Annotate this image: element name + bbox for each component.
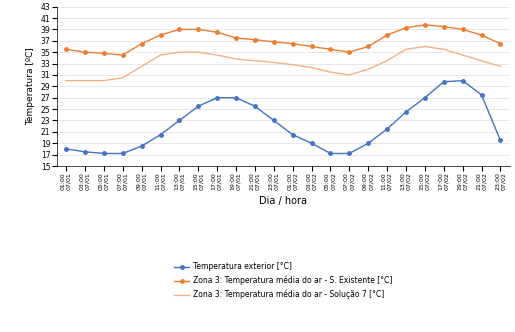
Zona 3: Temperatura média do ar - S. Existente [°C]: (15, 35): Temperatura média do ar - S. Existente [… xyxy=(346,50,352,54)
Zona 3: Temperatura média do ar - Solução 7 [°C]: (10, 33.5): Temperatura média do ar - Solução 7 [°C]… xyxy=(252,59,258,63)
Line: Zona 3: Temperatura média do ar - S. Existente [°C]: Zona 3: Temperatura média do ar - S. Exi… xyxy=(64,23,502,57)
Zona 3: Temperatura média do ar - Solução 7 [°C]: (18, 35.5): Temperatura média do ar - Solução 7 [°C]… xyxy=(403,47,409,51)
Zona 3: Temperatura média do ar - Solução 7 [°C]: (21, 34.5): Temperatura média do ar - Solução 7 [°C]… xyxy=(459,53,466,57)
Temperatura exterior [°C] xyxy=(195,104,201,108)
Zona 3: Temperatura média do ar - S. Existente [°C]: (1, 35): Temperatura média do ar - S. Existente [… xyxy=(82,50,88,54)
Temperatura exterior [°C] xyxy=(478,93,485,97)
Temperatura exterior [°C] xyxy=(119,151,126,155)
Temperatura exterior [°C] xyxy=(252,104,258,108)
Zona 3: Temperatura média do ar - S. Existente [°C]: (9, 37.5): Temperatura média do ar - S. Existente [… xyxy=(233,36,239,40)
Zona 3: Temperatura média do ar - Solução 7 [°C]: (13, 32.3): Temperatura média do ar - Solução 7 [°C]… xyxy=(308,65,315,69)
Zona 3: Temperatura média do ar - S. Existente [°C]: (4, 36.5): Temperatura média do ar - S. Existente [… xyxy=(139,42,145,45)
Zona 3: Temperatura média do ar - Solução 7 [°C]: (3, 30.5): Temperatura média do ar - Solução 7 [°C]… xyxy=(119,76,126,80)
Zona 3: Temperatura média do ar - S. Existente [°C]: (6, 39): Temperatura média do ar - S. Existente [… xyxy=(176,28,182,32)
Zona 3: Temperatura média do ar - Solução 7 [°C]: (6, 35): Temperatura média do ar - Solução 7 [°C]… xyxy=(176,50,182,54)
Temperatura exterior [°C] xyxy=(271,119,277,123)
Zona 3: Temperatura média do ar - Solução 7 [°C]: (11, 33.2): Temperatura média do ar - Solução 7 [°C]… xyxy=(271,60,277,64)
Zona 3: Temperatura média do ar - Solução 7 [°C]: (16, 32): Temperatura média do ar - Solução 7 [°C]… xyxy=(365,67,371,71)
Zona 3: Temperatura média do ar - S. Existente [°C]: (19, 39.8): Temperatura média do ar - S. Existente [… xyxy=(422,23,428,27)
Temperatura exterior [°C] xyxy=(101,151,107,155)
Zona 3: Temperatura média do ar - Solução 7 [°C]: (7, 35): Temperatura média do ar - Solução 7 [°C]… xyxy=(195,50,201,54)
Zona 3: Temperatura média do ar - S. Existente [°C]: (8, 38.5): Temperatura média do ar - S. Existente [… xyxy=(214,30,220,34)
Zona 3: Temperatura média do ar - S. Existente [°C]: (13, 36): Temperatura média do ar - S. Existente [… xyxy=(308,44,315,48)
Zona 3: Temperatura média do ar - S. Existente [°C]: (5, 38): Temperatura média do ar - S. Existente [… xyxy=(158,33,164,37)
Temperatura exterior [°C] xyxy=(346,151,352,155)
Zona 3: Temperatura média do ar - Solução 7 [°C]: (8, 34.5): Temperatura média do ar - Solução 7 [°C]… xyxy=(214,53,220,57)
Temperatura exterior [°C] xyxy=(328,151,334,155)
Zona 3: Temperatura média do ar - S. Existente [°C]: (17, 38): Temperatura média do ar - S. Existente [… xyxy=(384,33,390,37)
Temperatura exterior [°C] xyxy=(441,80,447,84)
Temperatura exterior [°C] xyxy=(365,141,371,145)
Temperatura exterior [°C] xyxy=(384,127,390,131)
Zona 3: Temperatura média do ar - S. Existente [°C]: (23, 36.5): Temperatura média do ar - S. Existente [… xyxy=(497,42,504,45)
Temperatura exterior [°C] xyxy=(308,141,315,145)
Temperatura exterior [°C] xyxy=(497,138,504,142)
Zona 3: Temperatura média do ar - Solução 7 [°C]: (1, 30): Temperatura média do ar - Solução 7 [°C]… xyxy=(82,79,88,83)
Zona 3: Temperatura média do ar - S. Existente [°C]: (2, 34.8): Temperatura média do ar - S. Existente [… xyxy=(101,51,107,55)
Zona 3: Temperatura média do ar - S. Existente [°C]: (14, 35.5): Temperatura média do ar - S. Existente [… xyxy=(328,47,334,51)
Zona 3: Temperatura média do ar - Solução 7 [°C]: (14, 31.5): Temperatura média do ar - Solução 7 [°C]… xyxy=(328,70,334,74)
Line: Temperatura exterior [°C]: Temperatura exterior [°C] xyxy=(64,79,502,155)
Temperatura exterior [°C] xyxy=(139,144,145,148)
Zona 3: Temperatura média do ar - Solução 7 [°C]: (22, 33.5): Temperatura média do ar - Solução 7 [°C]… xyxy=(478,59,485,63)
Line: Zona 3: Temperatura média do ar - Solução 7 [°C]: Zona 3: Temperatura média do ar - Soluçã… xyxy=(66,46,501,81)
Zona 3: Temperatura média do ar - Solução 7 [°C]: (17, 33.5): Temperatura média do ar - Solução 7 [°C]… xyxy=(384,59,390,63)
X-axis label: Dia / hora: Dia / hora xyxy=(259,196,307,206)
Temperatura exterior [°C] xyxy=(459,79,466,83)
Temperatura exterior [°C] xyxy=(289,133,296,137)
Temperatura exterior [°C] xyxy=(422,96,428,100)
Zona 3: Temperatura média do ar - S. Existente [°C]: (16, 36): Temperatura média do ar - S. Existente [… xyxy=(365,44,371,48)
Zona 3: Temperatura média do ar - S. Existente [°C]: (11, 36.8): Temperatura média do ar - S. Existente [… xyxy=(271,40,277,44)
Zona 3: Temperatura média do ar - Solução 7 [°C]: (20, 35.5): Temperatura média do ar - Solução 7 [°C]… xyxy=(441,47,447,51)
Temperatura exterior [°C] xyxy=(82,150,88,154)
Zona 3: Temperatura média do ar - S. Existente [°C]: (21, 39): Temperatura média do ar - S. Existente [… xyxy=(459,28,466,32)
Zona 3: Temperatura média do ar - S. Existente [°C]: (22, 38): Temperatura média do ar - S. Existente [… xyxy=(478,33,485,37)
Temperatura exterior [°C] xyxy=(176,119,182,123)
Zona 3: Temperatura média do ar - S. Existente [°C]: (20, 39.5): Temperatura média do ar - S. Existente [… xyxy=(441,25,447,29)
Zona 3: Temperatura média do ar - S. Existente [°C]: (18, 39.3): Temperatura média do ar - S. Existente [… xyxy=(403,26,409,30)
Zona 3: Temperatura média do ar - Solução 7 [°C]: (19, 36): Temperatura média do ar - Solução 7 [°C]… xyxy=(422,44,428,48)
Temperatura exterior [°C] xyxy=(403,110,409,114)
Zona 3: Temperatura média do ar - Solução 7 [°C]: (23, 32.5): Temperatura média do ar - Solução 7 [°C]… xyxy=(497,64,504,68)
Zona 3: Temperatura média do ar - S. Existente [°C]: (10, 37.2): Temperatura média do ar - S. Existente [… xyxy=(252,38,258,42)
Zona 3: Temperatura média do ar - S. Existente [°C]: (3, 34.5): Temperatura média do ar - S. Existente [… xyxy=(119,53,126,57)
Zona 3: Temperatura média do ar - S. Existente [°C]: (0, 35.5): Temperatura média do ar - S. Existente [… xyxy=(63,47,69,51)
Temperatura exterior [°C] xyxy=(63,147,69,151)
Temperatura exterior [°C] xyxy=(214,96,220,100)
Zona 3: Temperatura média do ar - Solução 7 [°C]: (12, 32.8): Temperatura média do ar - Solução 7 [°C]… xyxy=(289,63,296,67)
Temperatura exterior [°C] xyxy=(158,133,164,137)
Y-axis label: Temperatura [ºC]: Temperatura [ºC] xyxy=(26,47,35,125)
Zona 3: Temperatura média do ar - Solução 7 [°C]: (5, 34.5): Temperatura média do ar - Solução 7 [°C]… xyxy=(158,53,164,57)
Zona 3: Temperatura média do ar - Solução 7 [°C]: (2, 30): Temperatura média do ar - Solução 7 [°C]… xyxy=(101,79,107,83)
Temperatura exterior [°C] xyxy=(233,96,239,100)
Zona 3: Temperatura média do ar - Solução 7 [°C]: (9, 33.8): Temperatura média do ar - Solução 7 [°C]… xyxy=(233,57,239,61)
Zona 3: Temperatura média do ar - S. Existente [°C]: (7, 39): Temperatura média do ar - S. Existente [… xyxy=(195,28,201,32)
Zona 3: Temperatura média do ar - Solução 7 [°C]: (0, 30): Temperatura média do ar - Solução 7 [°C]… xyxy=(63,79,69,83)
Zona 3: Temperatura média do ar - S. Existente [°C]: (12, 36.5): Temperatura média do ar - S. Existente [… xyxy=(289,42,296,45)
Legend: Temperatura exterior [°C], Zona 3: Temperatura média do ar - S. Existente [°C], : Temperatura exterior [°C], Zona 3: Tempe… xyxy=(174,262,392,299)
Zona 3: Temperatura média do ar - Solução 7 [°C]: (15, 31): Temperatura média do ar - Solução 7 [°C]… xyxy=(346,73,352,77)
Zona 3: Temperatura média do ar - Solução 7 [°C]: (4, 32.5): Temperatura média do ar - Solução 7 [°C]… xyxy=(139,64,145,68)
